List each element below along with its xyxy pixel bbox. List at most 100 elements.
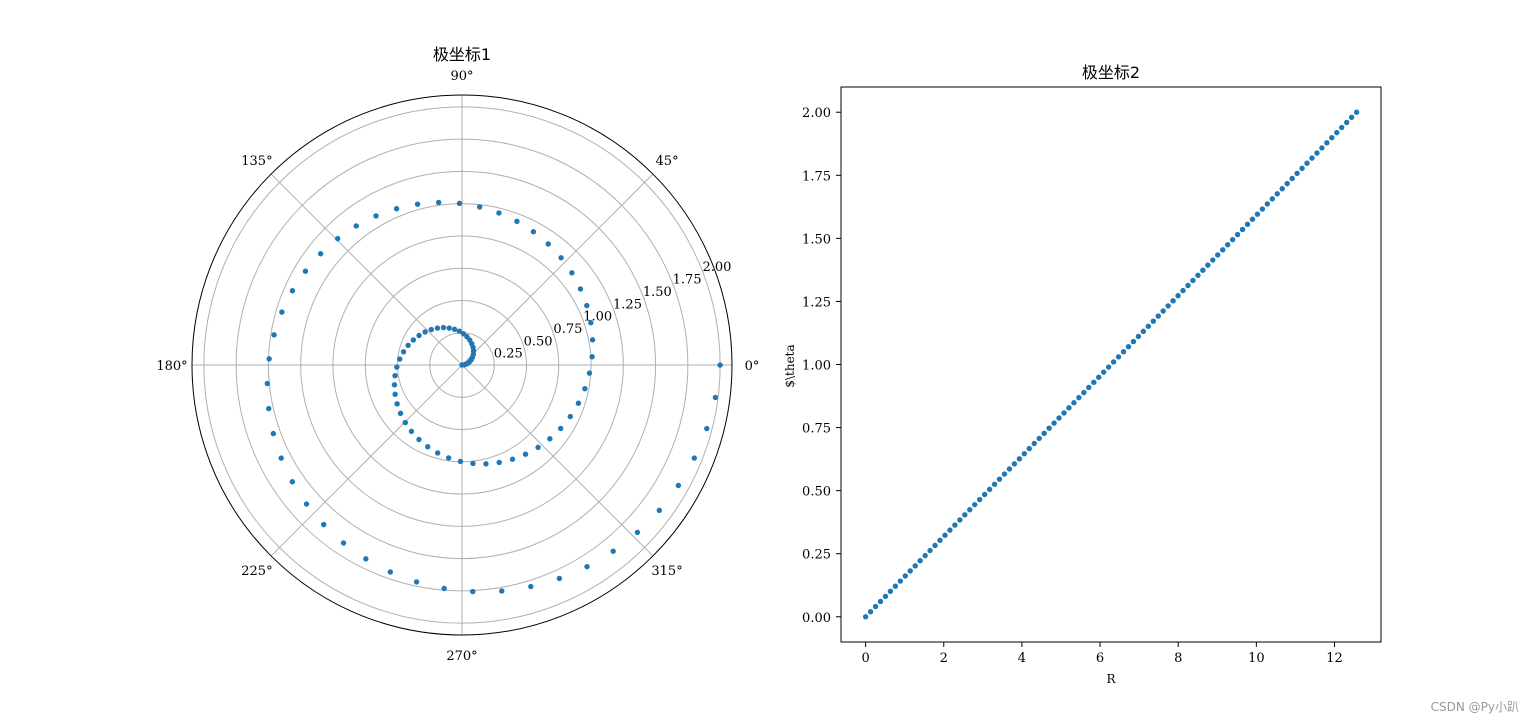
polar-point: [589, 354, 595, 360]
scatter-point: [1239, 226, 1246, 233]
scatter-point: [1006, 466, 1013, 472]
angular-gridline: [461, 364, 654, 557]
scatter-point: [1135, 333, 1142, 340]
scatter-point: [1215, 252, 1221, 258]
polar-point: [547, 436, 553, 442]
scatter-point: [1244, 221, 1251, 228]
polar-point: [446, 325, 452, 331]
scatter-point: [952, 522, 958, 528]
scatter-point: [981, 491, 988, 498]
scatter-point: [1185, 282, 1191, 289]
polar-point: [320, 521, 327, 528]
x-tick-label: 10: [1248, 651, 1265, 666]
polar-point: [289, 288, 296, 294]
polar-point: [408, 428, 415, 435]
polar-point: [445, 455, 452, 461]
polar-point: [588, 320, 594, 326]
polar-point: [266, 356, 272, 362]
polar-point: [496, 459, 502, 466]
polar-point: [556, 575, 563, 582]
polar-chart: 极坐标1 0° 45° 90° 135° 180° 225° 270° 315° 0.250.5…: [156, 45, 759, 664]
polar-point: [483, 461, 489, 467]
polar-point: [363, 556, 369, 562]
polar-tick-labels: 0° 45° 90° 135° 180° 225° 270° 315° 0.250.500.75…: [156, 69, 759, 664]
polar-point: [440, 324, 447, 331]
x-tick-label: 12: [1326, 651, 1343, 666]
polar-title: 极坐标1: [433, 45, 491, 64]
polar-point: [428, 326, 434, 333]
scatter-point: [912, 563, 918, 569]
scatter-point: [1016, 456, 1023, 462]
angle-tick-label: 270°: [446, 649, 477, 664]
scatter-point: [1200, 267, 1206, 273]
angle-tick-label: 90°: [450, 69, 473, 84]
angular-gridline: [270, 173, 463, 366]
scatter-point: [927, 547, 933, 554]
cartesian-title: 极坐标2: [1082, 63, 1140, 82]
polar-point: [416, 436, 422, 443]
radial-tick-label: 0.25: [494, 347, 523, 362]
polar-point: [264, 380, 271, 387]
y-tick-label: 2.00: [802, 106, 831, 121]
polar-point: [634, 529, 641, 536]
scatter-point: [1309, 155, 1315, 161]
scatter-point: [1140, 328, 1147, 335]
polar-point: [464, 334, 470, 340]
polar-point: [393, 205, 400, 212]
polar-point: [394, 401, 400, 407]
scatter-point: [1165, 303, 1171, 309]
polar-points: [264, 199, 723, 595]
polar-point: [434, 450, 441, 456]
scatter-point: [1130, 338, 1137, 345]
scatter-point: [887, 588, 894, 594]
scatter-point: [1353, 109, 1360, 115]
polar-point: [476, 204, 483, 210]
scatter-point: [1329, 135, 1335, 141]
scatter-point: [967, 507, 973, 513]
scatter-point: [1334, 129, 1340, 136]
polar-point: [278, 455, 284, 461]
y-tick-label: 0.50: [802, 485, 831, 500]
polar-point: [586, 370, 593, 376]
y-tick-label: 1.50: [802, 232, 831, 247]
scatter-point: [1076, 394, 1082, 401]
polar-point: [289, 479, 296, 485]
scatter-point: [1071, 400, 1077, 406]
angle-tick-label: 225°: [241, 564, 272, 579]
scatter-point: [1304, 160, 1310, 166]
polar-point: [434, 325, 441, 331]
scatter-point: [1348, 114, 1355, 121]
polar-point: [456, 200, 463, 207]
scatter-point: [1051, 420, 1057, 426]
polar-point: [610, 548, 616, 554]
scatter-point: [1299, 165, 1305, 171]
polar-point: [584, 302, 590, 309]
x-tick-label: 8: [1174, 651, 1182, 666]
polar-point: [567, 413, 573, 420]
scatter-point: [1205, 262, 1211, 268]
scatter-point: [1145, 323, 1152, 329]
y-tick-label: 0.00: [802, 611, 831, 626]
polar-point: [535, 444, 541, 451]
scatter-point: [1269, 196, 1276, 202]
polar-point: [451, 326, 458, 332]
scatter-point: [1224, 242, 1231, 248]
radial-tick-label: 0.50: [524, 334, 553, 349]
angle-tick-label: 315°: [651, 564, 682, 579]
polar-point: [499, 588, 505, 594]
polar-point: [392, 391, 398, 397]
polar-point: [413, 579, 420, 585]
scatter-point: [957, 517, 963, 523]
x-axis-label: R: [1106, 672, 1116, 686]
scatter-point: [1284, 180, 1290, 187]
scatter-point: [867, 608, 874, 615]
scatter-point: [877, 598, 884, 605]
angle-tick-label: 0°: [745, 359, 760, 374]
polar-grid: [191, 94, 733, 636]
polar-point: [414, 201, 421, 207]
scatter-point: [897, 578, 904, 584]
polar-point: [496, 210, 502, 216]
scatter-point: [1254, 211, 1261, 217]
polar-point: [712, 394, 719, 401]
